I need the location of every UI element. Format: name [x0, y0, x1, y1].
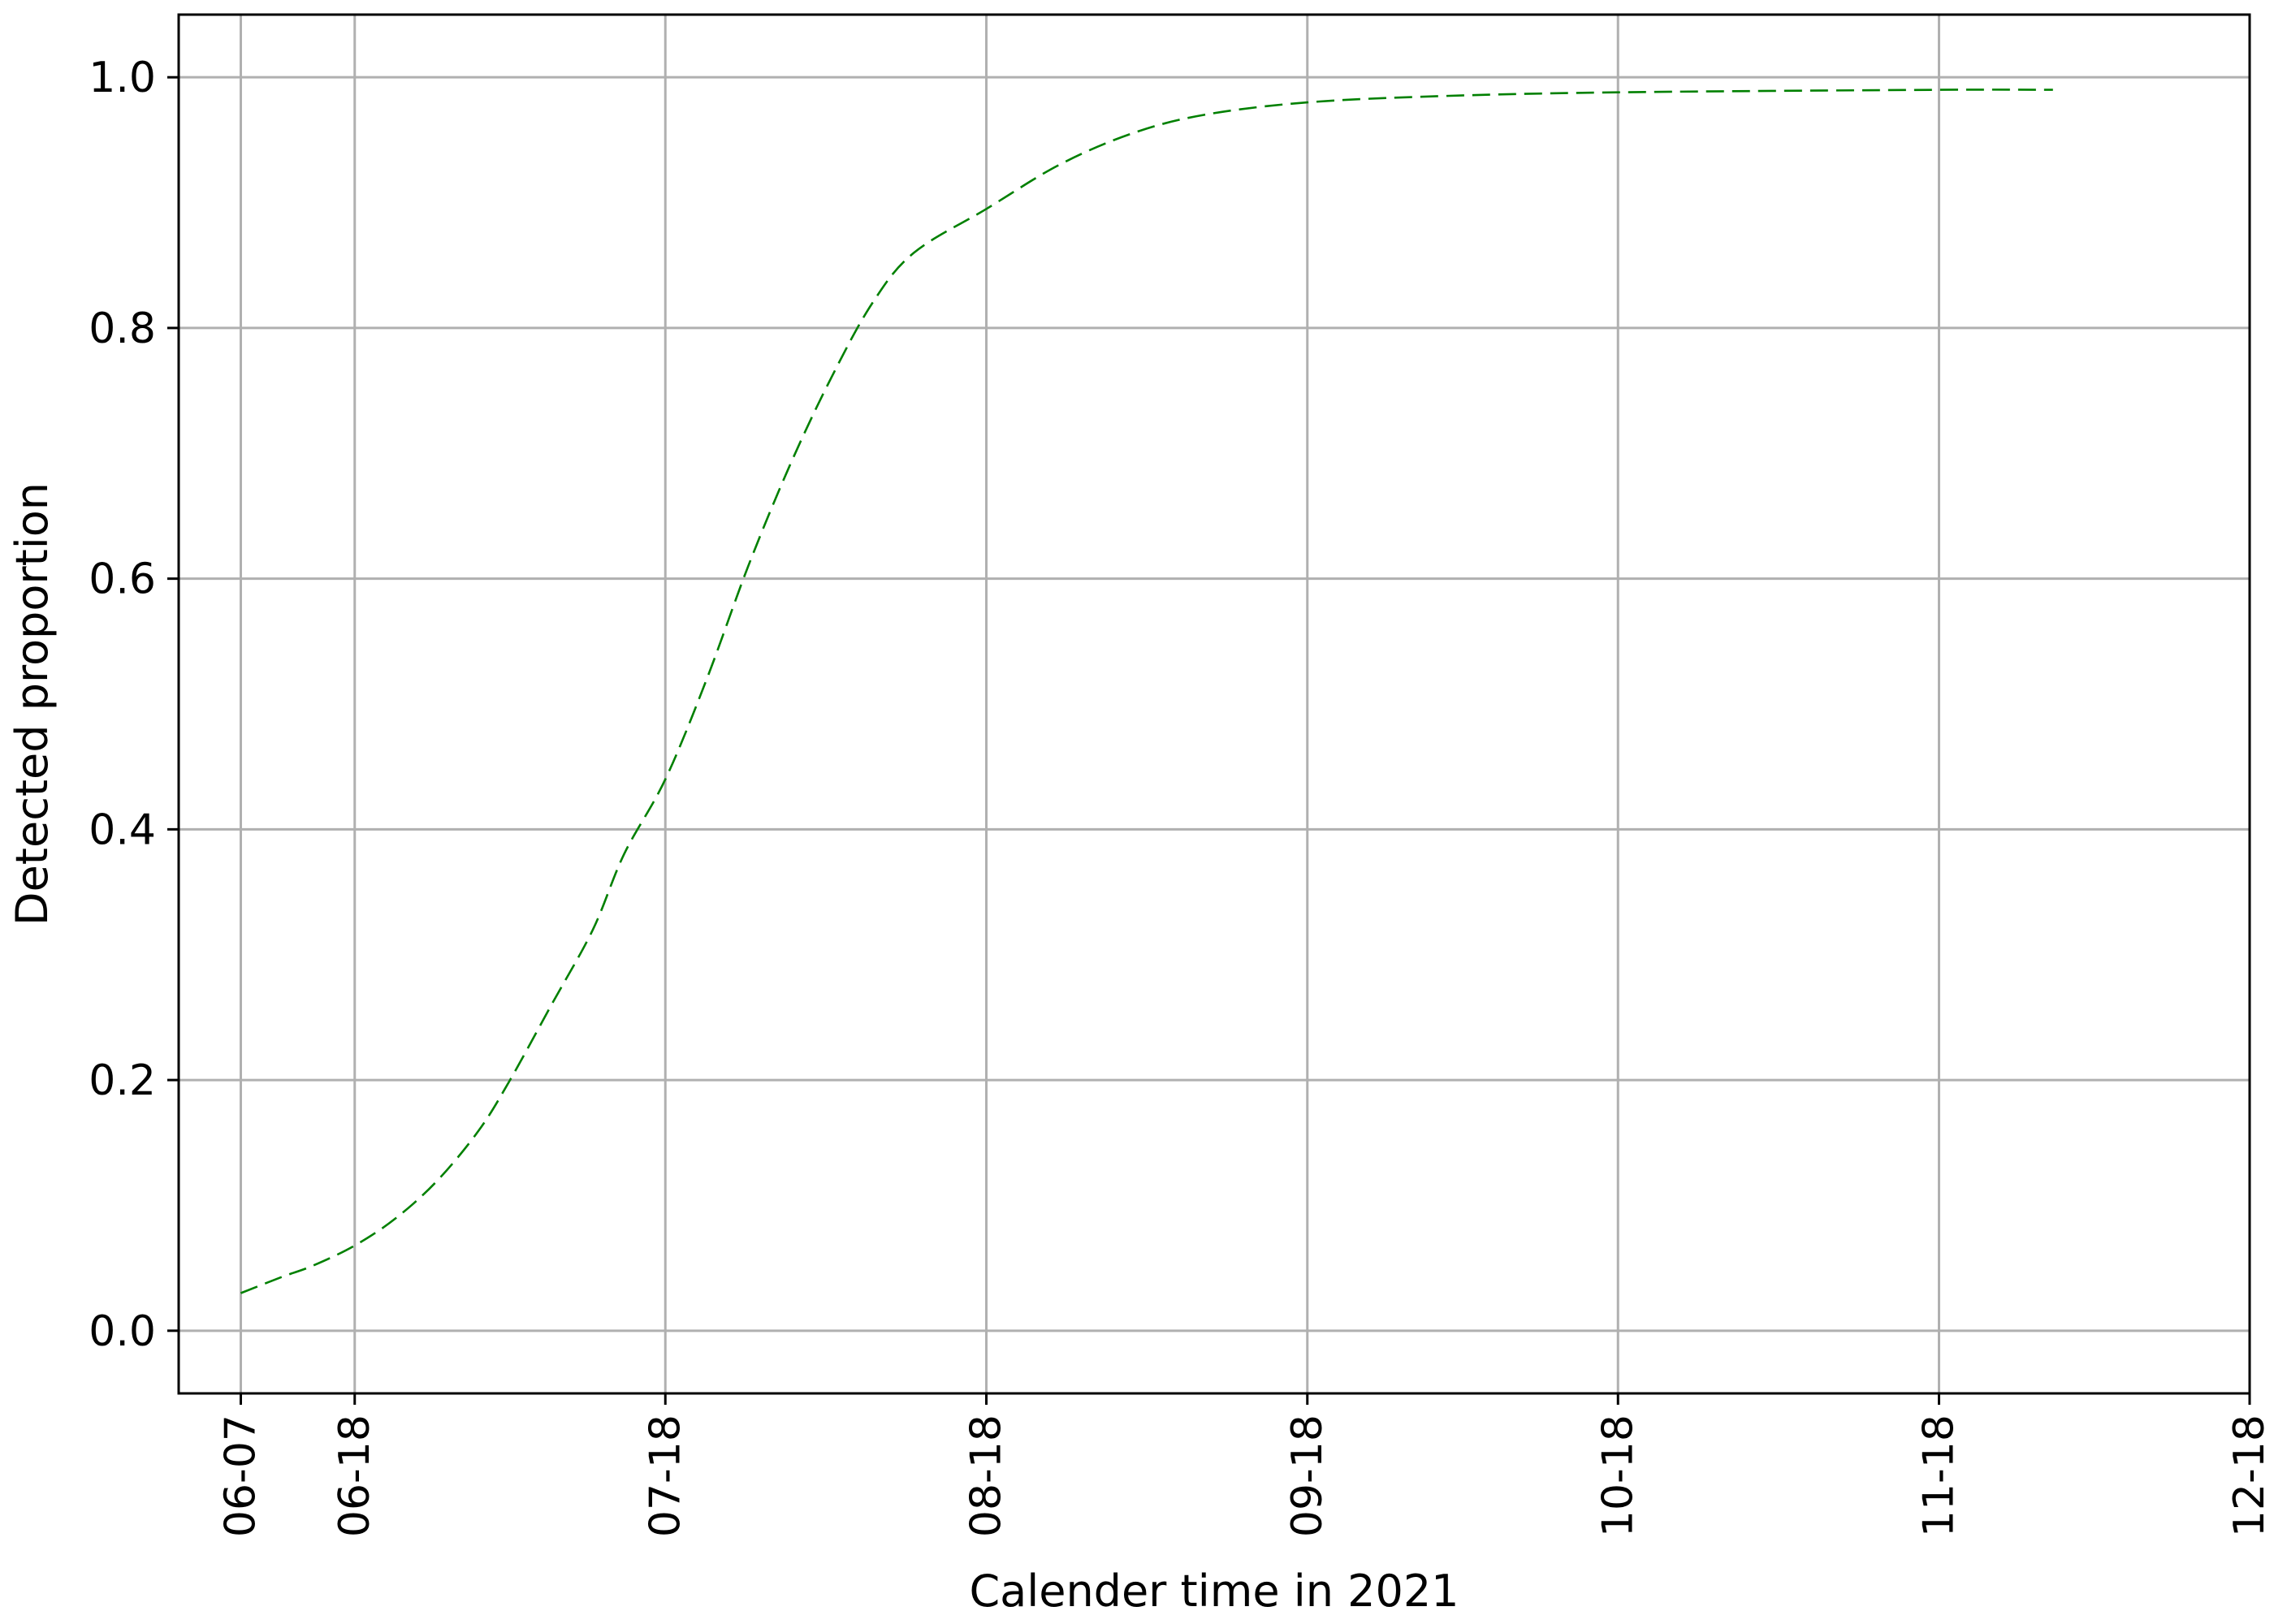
- x-tick-label: 11-18: [1915, 1415, 1964, 1537]
- y-tick-label: 0.0: [89, 1307, 156, 1356]
- y-tick-label: 0.8: [89, 304, 156, 353]
- grid: [179, 15, 2251, 1393]
- x-tick-label: 07-18: [641, 1415, 690, 1537]
- x-tick-label: 10-18: [1593, 1415, 1642, 1537]
- y-tick-label: 0.2: [89, 1056, 156, 1105]
- plot-frame: [177, 13, 2251, 1395]
- y-tick-label: 0.6: [89, 555, 156, 604]
- ticks: 06-07 06-18 07-18 08-18 09-18 10-18 11-18 12-18…: [89, 54, 2274, 1537]
- x-tick-label: 06-07: [217, 1415, 266, 1537]
- x-tick-label: 09-18: [1283, 1415, 1332, 1537]
- series-layer: [240, 89, 2053, 1294]
- y-tick-label: 1.0: [89, 54, 156, 102]
- x-axis-title: Calender time in 2021: [969, 1566, 1459, 1617]
- x-tick-label: 12-18: [2225, 1415, 2274, 1537]
- x-tick-label: 08-18: [962, 1415, 1011, 1537]
- y-axis-title: Detected proportion: [6, 482, 58, 926]
- series-line: [240, 89, 2053, 1294]
- y-tick-label: 0.4: [89, 806, 156, 854]
- x-tick-label: 06-18: [331, 1415, 379, 1537]
